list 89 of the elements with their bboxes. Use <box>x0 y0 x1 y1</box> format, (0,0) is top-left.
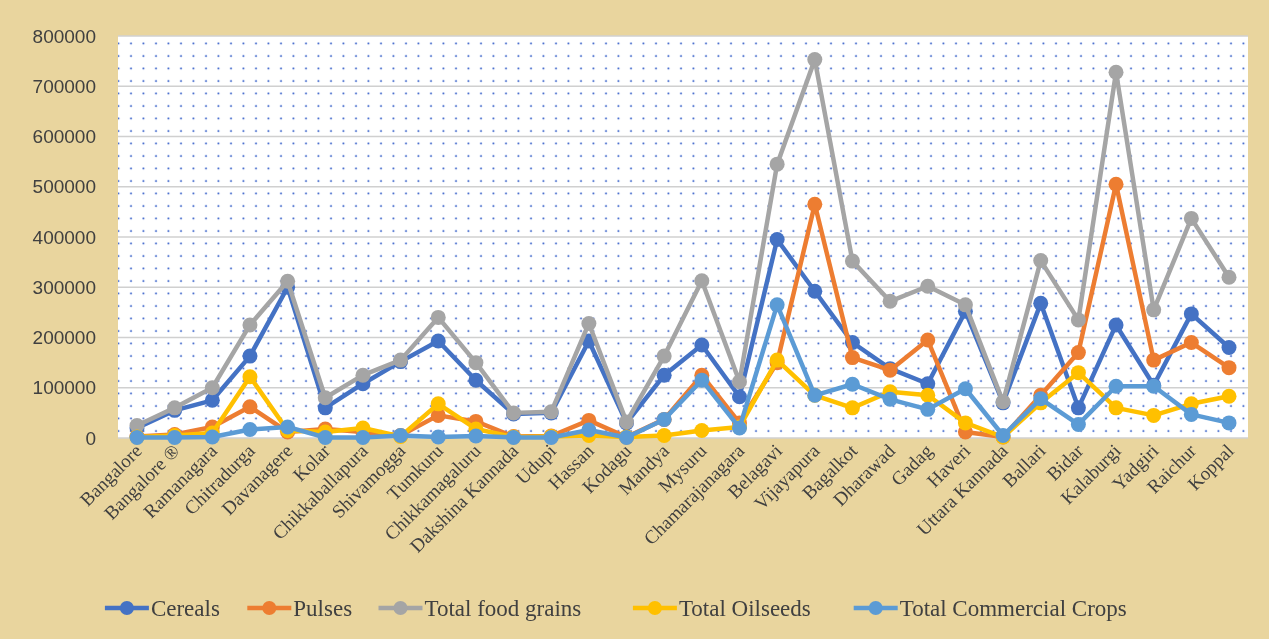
point <box>1070 400 1086 416</box>
point <box>430 333 446 349</box>
point <box>468 428 484 444</box>
y-tick-label: 0 <box>85 427 96 449</box>
point <box>920 387 936 403</box>
point <box>694 422 710 438</box>
point <box>1146 407 1162 423</box>
point <box>844 400 860 416</box>
legend-label: Total Oilseeds <box>678 596 811 622</box>
point <box>1108 176 1124 192</box>
point <box>1108 64 1124 80</box>
point <box>1033 391 1049 407</box>
point <box>1183 210 1199 226</box>
y-tick-label: 700000 <box>32 75 96 97</box>
point <box>317 430 333 445</box>
point <box>1070 416 1086 432</box>
point <box>1070 365 1086 381</box>
point <box>430 429 446 445</box>
point <box>957 415 973 431</box>
y-tick-label: 400000 <box>32 226 96 248</box>
point <box>280 273 296 289</box>
point <box>694 337 710 353</box>
point <box>957 297 973 313</box>
point <box>355 430 371 445</box>
point <box>242 317 258 333</box>
y-tick-label: 500000 <box>32 176 96 198</box>
point <box>1183 406 1199 422</box>
point <box>468 355 484 371</box>
point <box>317 390 333 406</box>
point <box>769 156 785 172</box>
point <box>204 380 220 396</box>
point <box>694 273 710 289</box>
point <box>1108 400 1124 416</box>
point <box>920 332 936 348</box>
point <box>844 253 860 269</box>
point <box>430 309 446 325</box>
y-tick-label: 300000 <box>32 276 96 298</box>
legend-label: Pulses <box>293 596 353 622</box>
point <box>957 381 973 397</box>
legend-label: Total food grains <box>424 596 582 622</box>
point <box>204 429 220 445</box>
point <box>882 391 898 407</box>
point <box>769 297 785 313</box>
point <box>242 399 258 415</box>
point <box>807 283 823 299</box>
point <box>807 196 823 212</box>
point <box>468 372 484 388</box>
point <box>769 232 785 248</box>
point <box>355 367 371 383</box>
y-tick-label: 100000 <box>32 377 96 399</box>
point <box>1146 302 1162 318</box>
point <box>242 348 258 364</box>
point <box>656 348 672 364</box>
point <box>1221 360 1237 376</box>
point <box>1221 415 1237 431</box>
point <box>844 376 860 392</box>
point <box>1221 388 1237 404</box>
point <box>1070 312 1086 328</box>
point <box>1183 335 1199 351</box>
point <box>731 389 747 405</box>
point <box>844 350 860 366</box>
point <box>694 372 710 388</box>
point <box>807 52 823 68</box>
point <box>430 396 446 412</box>
point <box>1183 306 1199 322</box>
point <box>1033 295 1049 311</box>
point <box>1108 317 1124 333</box>
point <box>1221 269 1237 285</box>
point <box>1033 253 1049 269</box>
legend-label: Cereals <box>150 596 220 622</box>
point <box>1221 340 1237 356</box>
legend-label: Total Commercial Crops <box>899 596 1127 622</box>
y-tick-label: 800000 <box>32 25 96 47</box>
point <box>656 427 672 443</box>
point <box>204 392 220 408</box>
point <box>1108 378 1124 394</box>
point <box>882 293 898 309</box>
point <box>581 315 597 331</box>
y-tick-label: 600000 <box>32 126 96 148</box>
point <box>1070 345 1086 361</box>
point <box>242 421 258 437</box>
point <box>920 401 936 417</box>
point <box>1146 352 1162 368</box>
point <box>731 374 747 390</box>
point <box>242 369 258 385</box>
point <box>656 367 672 383</box>
point <box>920 278 936 294</box>
point <box>581 422 597 438</box>
y-tick-label: 200000 <box>32 327 96 349</box>
